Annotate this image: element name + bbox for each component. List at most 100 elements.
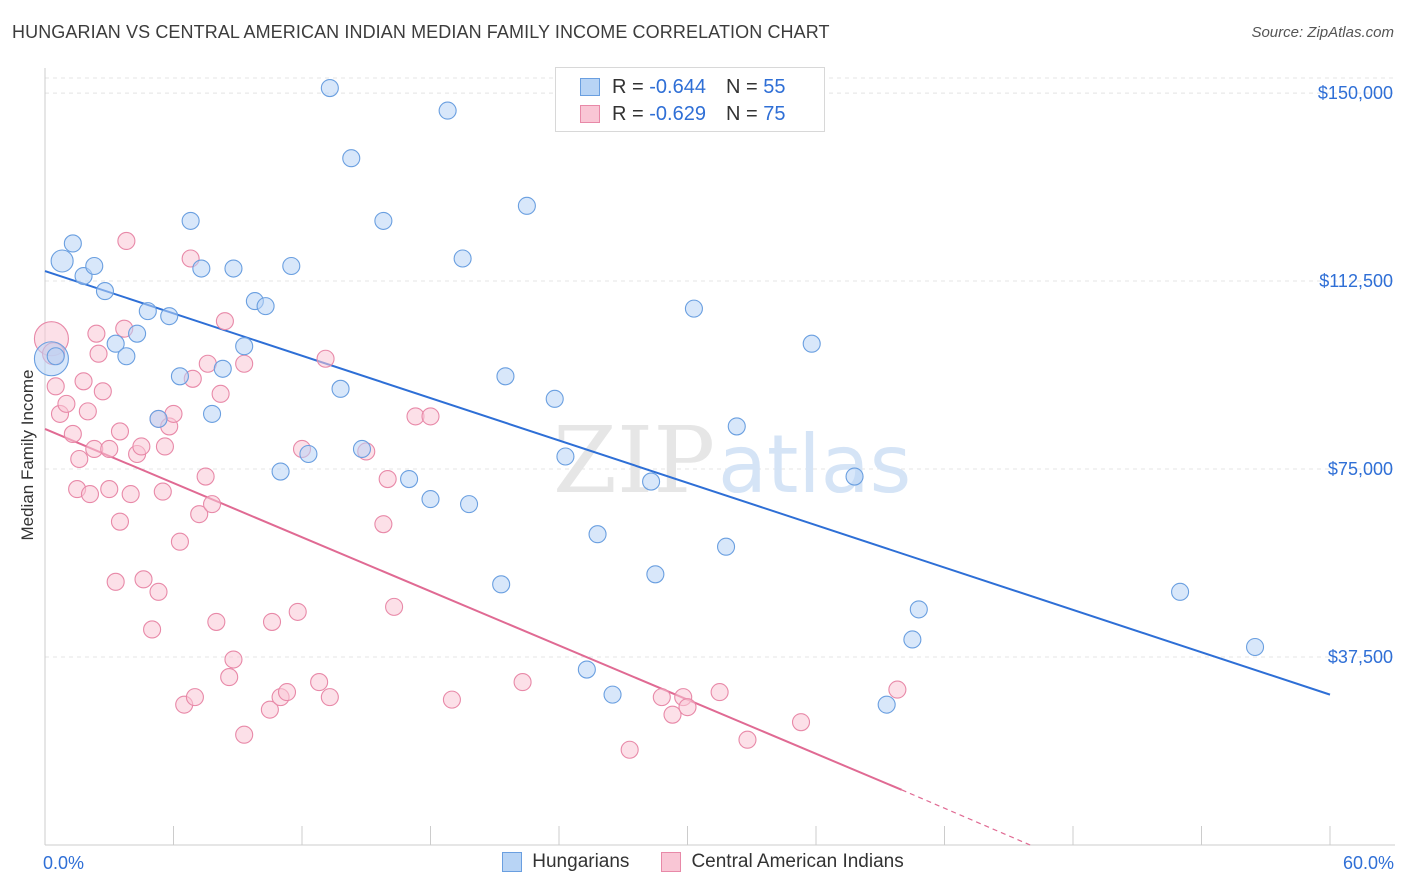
point-hungarian: [646, 565, 665, 584]
point-cai: [513, 673, 532, 692]
point-hungarian: [459, 495, 479, 514]
point-cai: [215, 312, 234, 331]
point-hungarian: [421, 490, 440, 509]
point-hungarian: [727, 417, 746, 436]
point-cai: [100, 480, 119, 499]
point-hungarian: [213, 359, 232, 378]
point-hungarian: [299, 444, 318, 464]
point-cai: [198, 354, 217, 373]
x-tick-label-max: 60.0%: [1342, 853, 1394, 873]
watermark-atlas: atlas: [718, 418, 911, 511]
point-hungarian: [517, 196, 536, 215]
point-cai: [235, 354, 254, 373]
legend-label: Hungarians: [532, 851, 630, 872]
point-hungarian: [1245, 637, 1265, 657]
point-cai: [63, 424, 82, 443]
point-hungarian: [63, 234, 82, 253]
point-cai: [196, 467, 215, 486]
point-cai: [652, 688, 671, 707]
point-cai: [203, 495, 222, 514]
point-hungarian: [95, 282, 115, 301]
point-hungarian: [46, 347, 65, 366]
point-hungarian: [138, 302, 157, 321]
point-cai: [224, 650, 243, 669]
point-hungarian: [342, 149, 361, 168]
point-hungarian: [320, 79, 339, 98]
point-cai: [374, 515, 393, 534]
r-value: -0.644: [649, 75, 706, 98]
point-hungarian: [256, 297, 275, 316]
point-hungarian: [438, 101, 457, 120]
point-hungarian: [117, 347, 136, 366]
point-hungarian: [224, 259, 243, 278]
legend: Hungarians Central American Indians: [0, 851, 1406, 873]
y-tick-label: $112,500: [1319, 271, 1393, 291]
point-cai: [164, 404, 183, 423]
point-cai: [170, 532, 189, 551]
point-cai: [888, 680, 907, 699]
point-cai: [155, 437, 174, 456]
point-hungarian: [577, 660, 596, 679]
point-hungarian: [271, 462, 290, 481]
point-hungarian: [149, 409, 168, 428]
point-cai: [149, 582, 168, 601]
point-hungarian: [352, 439, 372, 459]
point-cai: [121, 485, 140, 504]
n-value: 75: [763, 102, 786, 125]
point-cai: [46, 377, 65, 396]
point-hungarian: [192, 259, 211, 278]
stats-row-cai: R = -0.629 N = 75: [580, 101, 785, 127]
y-tick-label: $150,000: [1318, 83, 1393, 103]
point-cai: [70, 449, 89, 469]
point-hungarian: [588, 525, 607, 544]
watermark: ZIP atlas: [553, 407, 911, 514]
point-cai: [110, 422, 130, 441]
data-points: [33, 79, 1265, 759]
point-hungarian: [845, 467, 864, 486]
stats-swatch-cai: [580, 105, 600, 123]
point-hungarian: [909, 600, 928, 619]
point-cai: [421, 407, 440, 426]
n-value: 55: [763, 75, 786, 98]
point-hungarian: [642, 472, 661, 491]
trend-line-cai-extension: [901, 789, 1031, 846]
point-cai: [378, 470, 397, 489]
r-label: R =: [612, 75, 644, 98]
point-cai: [106, 572, 125, 591]
trend-lines: [44, 270, 1331, 846]
x-tick-label-min: 0.0%: [43, 853, 85, 873]
legend-item-cai[interactable]: Central American Indians: [661, 851, 904, 873]
point-hungarian: [170, 367, 189, 386]
point-cai: [110, 512, 130, 531]
y-tick-labels: $37,500 $75,000 $112,500 $150,000: [1318, 83, 1393, 667]
point-cai: [100, 439, 119, 459]
y-tick-label: $37,500: [1328, 647, 1393, 667]
point-cai: [310, 673, 329, 692]
point-hungarian: [128, 324, 147, 343]
point-cai: [74, 372, 93, 391]
stats-box: R = -0.644 N = 55 R = -0.629 N = 75: [555, 67, 825, 132]
point-cai: [678, 698, 697, 717]
point-hungarian: [1171, 582, 1190, 601]
point-cai: [288, 602, 307, 621]
point-hungarian: [50, 249, 74, 273]
legend-label: Central American Indians: [691, 851, 904, 872]
point-cai: [153, 482, 172, 501]
point-cai: [620, 740, 639, 759]
watermark-zip: ZIP: [553, 407, 715, 514]
point-hungarian: [181, 211, 200, 230]
point-cai: [80, 485, 100, 504]
legend-swatch-hungarians: [502, 852, 523, 872]
stats-swatch-hungarians: [580, 78, 600, 96]
point-hungarian: [716, 537, 736, 556]
point-cai: [320, 688, 339, 707]
legend-item-hungarians[interactable]: Hungarians: [502, 851, 629, 873]
point-cai: [57, 394, 76, 413]
point-hungarian: [453, 249, 472, 268]
point-cai: [89, 344, 108, 363]
point-hungarian: [400, 470, 419, 489]
point-cai: [132, 437, 151, 456]
point-hungarian: [877, 695, 896, 714]
point-hungarian: [282, 256, 301, 276]
